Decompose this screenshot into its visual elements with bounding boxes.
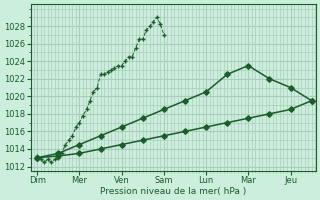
X-axis label: Pression niveau de la mer( hPa ): Pression niveau de la mer( hPa ) xyxy=(100,187,246,196)
